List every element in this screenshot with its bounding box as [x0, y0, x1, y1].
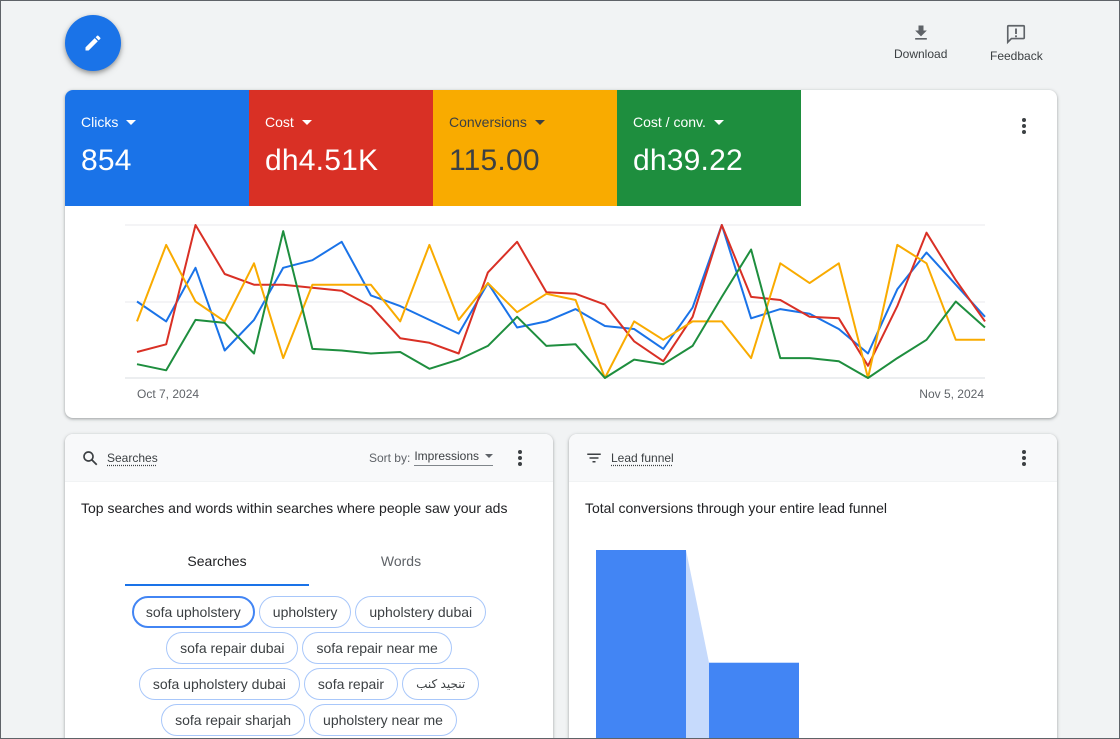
feedback-button[interactable]: Feedback — [990, 23, 1043, 63]
search-term-chip[interactable]: sofa repair — [303, 668, 399, 700]
x-tick-label-start: Oct 7, 2024 — [137, 387, 199, 401]
search-term-chip[interactable]: تنجيد كنب — [402, 668, 480, 700]
funnel-connector — [686, 550, 709, 738]
metric-value: dh39.22 — [633, 144, 743, 177]
sort-by-dropdown[interactable]: Impressions — [414, 449, 493, 466]
dropdown-caret-icon — [534, 119, 545, 125]
dropdown-caret-icon — [126, 119, 137, 125]
search-term-chips: sofa upholstery upholstery upholstery du… — [105, 596, 513, 736]
search-term-chip[interactable]: sofa repair sharjah — [161, 704, 306, 736]
more-options-button[interactable] — [1012, 446, 1036, 470]
feedback-icon — [1007, 24, 1026, 45]
dropdown-caret-icon — [485, 454, 493, 458]
searches-card-header: Searches Sort by: Impressions — [65, 434, 553, 482]
more-vert-icon — [518, 450, 522, 466]
chart-grid — [125, 224, 985, 379]
series-line-clicks — [136, 224, 986, 355]
tab-searches[interactable]: Searches — [125, 550, 309, 586]
metric-label: Cost — [265, 114, 294, 130]
pencil-icon — [85, 35, 101, 51]
metric-clicks[interactable]: Clicks 854 — [65, 90, 249, 206]
dropdown-caret-icon — [301, 119, 312, 125]
funnel-bar-stage-1[interactable] — [596, 550, 686, 739]
download-label: Download — [894, 47, 948, 61]
metric-label: Conversions — [449, 114, 527, 130]
tab-words[interactable]: Words — [380, 553, 422, 569]
search-term-chip[interactable]: upholstery dubai — [355, 596, 487, 628]
more-options-button[interactable] — [508, 446, 532, 470]
searches-tabs: Searches Words — [125, 550, 493, 588]
lead-funnel-description: Total conversions through your entire le… — [585, 500, 887, 516]
funnel-bar-stage-2[interactable] — [709, 662, 799, 739]
searches-card: Searches Sort by: Impressions Top search… — [65, 434, 553, 738]
filter-list-icon — [587, 453, 601, 462]
metric-label: Clicks — [81, 114, 119, 130]
more-vert-icon — [1022, 118, 1026, 134]
metric-value: 115.00 — [449, 144, 540, 177]
sort-by-control: Sort by: Impressions — [369, 449, 493, 466]
search-term-chip[interactable]: sofa upholstery dubai — [138, 668, 300, 700]
more-vert-icon — [1022, 450, 1026, 466]
overview-card: Clicks 854 Cost dh4.51K Conversions 115.… — [65, 90, 1057, 418]
lead-funnel-chart — [596, 550, 799, 739]
search-icon — [83, 450, 98, 465]
feedback-label: Feedback — [990, 49, 1043, 63]
metric-value: 854 — [81, 144, 132, 177]
dropdown-caret-icon — [713, 119, 724, 125]
more-options-button[interactable] — [1012, 114, 1036, 138]
download-button[interactable]: Download — [894, 23, 947, 61]
lead-funnel-card: Lead funnel Total conversions through yo… — [569, 434, 1057, 739]
search-term-chip[interactable]: sofa upholstery — [131, 596, 255, 628]
performance-chart: Oct 7, 2024 Nov 5, 2024 — [125, 224, 986, 401]
lead-funnel-card-title[interactable]: Lead funnel — [611, 450, 674, 465]
download-icon — [914, 25, 927, 40]
search-term-chip[interactable]: sofa repair near me — [302, 632, 452, 664]
search-term-chip[interactable]: upholstery near me — [309, 704, 457, 736]
search-term-chip[interactable]: upholstery — [258, 596, 352, 628]
sort-by-label: Sort by: — [368, 450, 411, 465]
series-line-conversions — [136, 243, 985, 379]
metric-label: Cost / conv. — [633, 114, 706, 130]
metric-cost[interactable]: Cost dh4.51K — [249, 90, 433, 206]
edit-fab-button[interactable] — [65, 15, 121, 71]
metric-value: dh4.51K — [265, 144, 379, 177]
metric-cost-per-conv[interactable]: Cost / conv. dh39.22 — [617, 90, 801, 206]
sort-by-value: Impressions — [414, 449, 479, 463]
searches-description: Top searches and words within searches w… — [81, 500, 508, 516]
metric-conversions[interactable]: Conversions 115.00 — [433, 90, 617, 206]
search-term-chip[interactable]: sofa repair dubai — [166, 632, 299, 664]
lead-funnel-card-header: Lead funnel — [569, 434, 1057, 482]
x-tick-label-end: Nov 5, 2024 — [919, 387, 984, 401]
searches-card-title[interactable]: Searches — [107, 450, 158, 465]
series-line-cost-conv — [136, 230, 986, 379]
series-line-cost — [136, 224, 986, 367]
